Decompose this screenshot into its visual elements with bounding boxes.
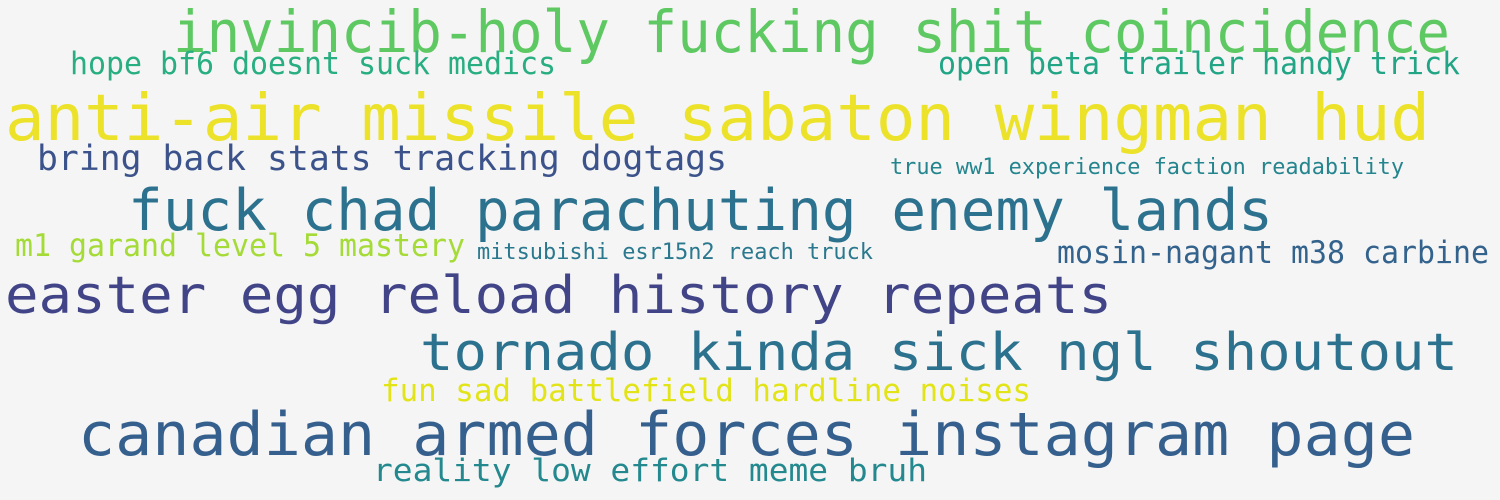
cloud-phrase: open beta trailer handy trick [938,46,1460,82]
cloud-phrase: hope bf6 doesnt suck medics [70,46,556,82]
cloud-phrase: canadian armed forces instagram page [78,400,1415,470]
cloud-phrase: m1 garand level 5 mastery [15,228,465,264]
cloud-phrase: easter egg reload history repeats [5,266,1112,326]
cloud-phrase: tornado kinda sick ngl shoutout [420,323,1458,383]
cloud-phrase: mitsubishi esr15n2 reach truck [477,240,873,265]
cloud-phrase: fun sad battlefield hardline noises [381,373,1031,409]
cloud-phrase: true ww1 experience faction readability [890,155,1404,180]
cloud-phrase: anti-air missile sabaton wingman hud [5,82,1430,156]
cloud-phrase: invincib-holy fucking shit coincidence [173,0,1450,66]
cloud-phrase: reality low effort meme bruh [373,453,927,489]
cloud-phrase: bring back stats tracking dogtags [37,139,727,179]
cloud-phrase: fuck chad parachuting enemy lands [128,178,1274,244]
cloud-phrase: mosin-nagant m38 carbine [1057,235,1489,271]
